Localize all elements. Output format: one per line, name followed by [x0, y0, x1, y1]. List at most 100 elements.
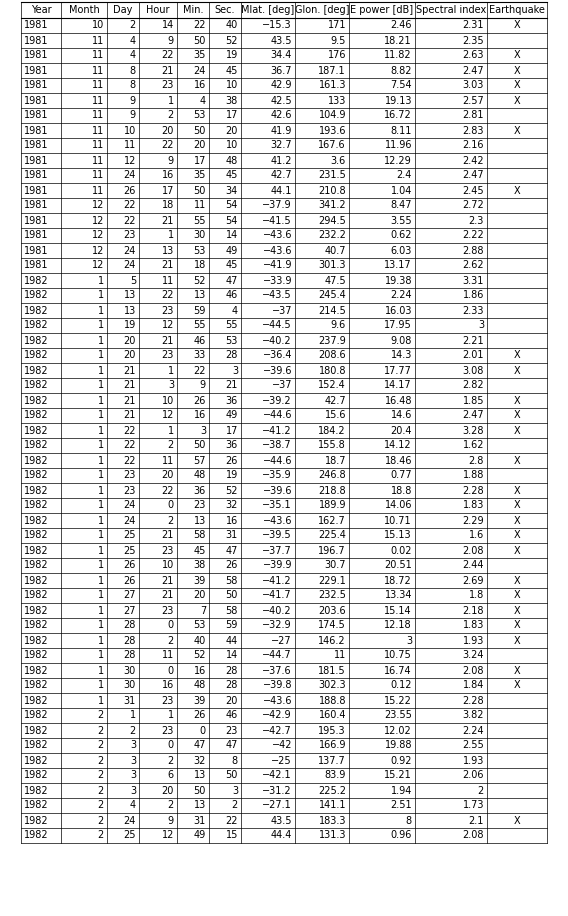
Text: 2: 2 [168, 801, 174, 811]
Text: 152.4: 152.4 [318, 380, 346, 390]
Text: 20: 20 [225, 125, 238, 136]
Text: 11: 11 [92, 125, 104, 136]
Text: 1: 1 [98, 396, 104, 406]
Text: 36: 36 [225, 441, 238, 451]
Text: 1: 1 [98, 351, 104, 361]
Text: 28: 28 [225, 666, 238, 675]
Text: 12: 12 [91, 260, 104, 270]
Text: 1: 1 [98, 575, 104, 585]
Text: 10: 10 [162, 561, 174, 571]
Text: 225.4: 225.4 [318, 530, 346, 540]
Text: 1982: 1982 [24, 546, 49, 555]
Text: 10.75: 10.75 [384, 650, 412, 660]
Text: 1: 1 [98, 546, 104, 555]
Text: 15.14: 15.14 [385, 605, 412, 616]
Text: 231.5: 231.5 [318, 170, 346, 180]
Text: 2.24: 2.24 [390, 290, 412, 300]
Text: −39.8: −39.8 [262, 681, 292, 691]
Text: −39.5: −39.5 [262, 530, 292, 540]
Text: 2.81: 2.81 [462, 111, 484, 121]
Text: 14: 14 [162, 20, 174, 30]
Text: 52: 52 [194, 650, 206, 660]
Text: 19.13: 19.13 [385, 95, 412, 105]
Text: 22: 22 [161, 290, 174, 300]
Text: 21: 21 [124, 365, 136, 376]
Text: 137.7: 137.7 [318, 756, 346, 766]
Text: −42.7: −42.7 [262, 725, 292, 736]
Text: Hour: Hour [146, 5, 170, 15]
Text: 47: 47 [225, 546, 238, 555]
Text: 16.48: 16.48 [385, 396, 412, 406]
Text: 35: 35 [194, 50, 206, 60]
Text: 12: 12 [124, 156, 136, 166]
Text: 13: 13 [162, 245, 174, 256]
Text: 3: 3 [130, 740, 136, 750]
Text: X: X [513, 546, 520, 555]
Text: −39.9: −39.9 [262, 561, 292, 571]
Text: −38.7: −38.7 [262, 441, 292, 451]
Text: 52: 52 [225, 485, 238, 496]
Text: 17: 17 [194, 156, 206, 166]
Text: 1982: 1982 [24, 365, 49, 376]
Text: 54: 54 [225, 201, 238, 211]
Text: 11: 11 [162, 455, 174, 465]
Text: 20: 20 [162, 786, 174, 795]
Text: 2.42: 2.42 [462, 156, 484, 166]
Text: 3: 3 [406, 636, 412, 646]
Text: 1.86: 1.86 [462, 290, 484, 300]
Text: 22: 22 [123, 441, 136, 451]
Text: 16.72: 16.72 [384, 111, 412, 121]
Text: −25: −25 [272, 756, 292, 766]
Text: 1982: 1982 [24, 380, 49, 390]
Text: 13: 13 [194, 801, 206, 811]
Text: 27: 27 [123, 605, 136, 616]
Text: 50: 50 [225, 770, 238, 780]
Text: 45: 45 [194, 546, 206, 555]
Text: 47: 47 [194, 740, 206, 750]
Text: X: X [513, 455, 520, 465]
Text: 1982: 1982 [24, 725, 49, 736]
Text: 1: 1 [130, 711, 136, 721]
Text: 26: 26 [225, 455, 238, 465]
Text: 2.47: 2.47 [462, 170, 484, 180]
Text: 2.3: 2.3 [469, 215, 484, 225]
Text: 3: 3 [200, 426, 206, 435]
Text: 1: 1 [98, 681, 104, 691]
Text: 49: 49 [225, 410, 238, 420]
Text: 10: 10 [92, 20, 104, 30]
Text: 7.54: 7.54 [390, 81, 412, 91]
Text: 28: 28 [124, 650, 136, 660]
Text: 47.5: 47.5 [324, 276, 346, 286]
Text: −43.5: −43.5 [262, 290, 292, 300]
Text: 1982: 1982 [24, 815, 49, 825]
Text: 19.38: 19.38 [385, 276, 412, 286]
Text: −42: −42 [272, 740, 292, 750]
Text: X: X [513, 50, 520, 60]
Text: 11: 11 [194, 201, 206, 211]
Text: 23: 23 [124, 471, 136, 481]
Text: 10: 10 [124, 125, 136, 136]
Text: 2.82: 2.82 [462, 380, 484, 390]
Text: 30: 30 [124, 666, 136, 675]
Text: 2: 2 [98, 756, 104, 766]
Text: 26: 26 [194, 396, 206, 406]
Text: 0.62: 0.62 [391, 231, 412, 241]
Text: 16: 16 [194, 81, 206, 91]
Text: 7: 7 [200, 605, 206, 616]
Text: 225.2: 225.2 [318, 786, 346, 795]
Text: 8.47: 8.47 [391, 201, 412, 211]
Text: X: X [513, 396, 520, 406]
Text: 59: 59 [225, 620, 238, 630]
Text: X: X [513, 591, 520, 601]
Text: 232.5: 232.5 [318, 591, 346, 601]
Text: 1981: 1981 [24, 20, 48, 30]
Text: 2: 2 [98, 711, 104, 721]
Text: 3: 3 [130, 756, 136, 766]
Text: 1982: 1982 [24, 650, 49, 660]
Text: −40.2: −40.2 [262, 335, 292, 345]
Text: 23: 23 [162, 306, 174, 315]
Text: 12.18: 12.18 [385, 620, 412, 630]
Text: 5: 5 [130, 276, 136, 286]
Text: 195.3: 195.3 [319, 725, 346, 736]
Text: 58: 58 [225, 605, 238, 616]
